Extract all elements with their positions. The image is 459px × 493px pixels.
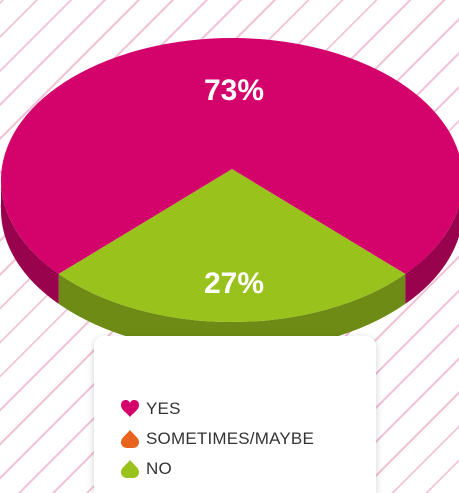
legend-label-sometimes-maybe: SOMETIMES/MAYBE [146,429,314,448]
data-label-no: 27% [203,267,265,300]
legend-item-sometimes-maybe[interactable]: SOMETIMES/MAYBE [120,428,314,450]
pie-slice-no[interactable] [58,169,406,322]
legend-item-no[interactable]: NO [120,458,172,480]
pie-sides [1,180,459,352]
pie-side-yes-1 [405,206,459,304]
legend-marker-sometimes-maybe [121,430,139,448]
legend-item-yes[interactable]: YES [120,398,181,420]
legend-marker-yes [121,400,139,417]
legend-label-no: NO [146,459,172,478]
data-label-yes: 73% [203,74,265,107]
pie-tops [1,37,459,322]
pie-side-yes [1,180,59,304]
legend: YES SOMETIMES/MAYBE NO [94,336,376,493]
legend-marker-no [121,460,139,478]
pie-side-no [58,273,406,352]
pie-slice-yes[interactable] [1,37,459,274]
legend-label-yes: YES [146,399,181,418]
